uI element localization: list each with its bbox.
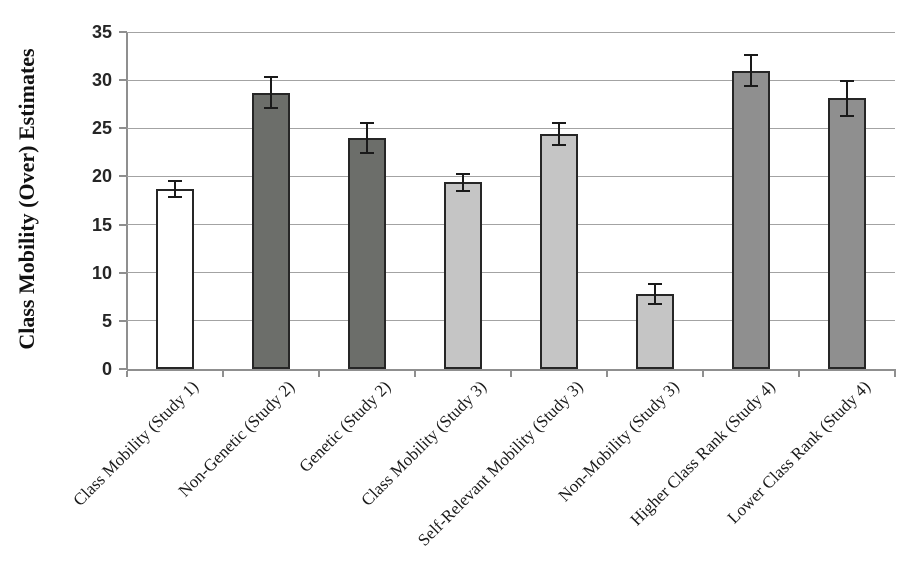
x-category-label: Genetic (Study 2) <box>295 377 395 476</box>
error-bar <box>846 81 848 116</box>
error-bar <box>558 123 560 145</box>
y-tick-label: 25 <box>91 118 112 139</box>
x-tick-mark <box>222 371 224 377</box>
error-bar-cap <box>360 121 374 124</box>
error-bar-cap <box>456 189 470 192</box>
error-bar-cap <box>552 122 566 125</box>
error-bar-cap <box>648 283 662 286</box>
x-tick-mark <box>894 371 896 377</box>
y-tick-mark <box>119 175 127 178</box>
x-tick-mark <box>798 371 800 377</box>
y-axis-title: Class Mobility (Over) Estimates <box>14 48 39 350</box>
gridline <box>127 127 895 129</box>
error-bar <box>654 284 656 304</box>
bar <box>156 188 194 369</box>
y-tick-label: 0 <box>101 359 112 379</box>
plot-area <box>127 31 895 369</box>
bar <box>636 293 674 369</box>
error-bar-cap <box>264 76 278 79</box>
x-axis-line <box>127 369 896 371</box>
y-tick-label: 10 <box>91 262 112 283</box>
y-tick-mark <box>119 79 127 82</box>
y-tick-label: 30 <box>91 70 112 91</box>
bar <box>732 70 770 369</box>
error-bar-cap <box>648 302 662 305</box>
y-tick-mark <box>119 319 127 322</box>
gridline <box>127 79 895 81</box>
y-tick-label: 5 <box>101 310 112 331</box>
gridline <box>127 31 895 33</box>
gridline <box>127 224 895 226</box>
error-bar <box>750 55 752 86</box>
gridline <box>127 272 895 274</box>
x-tick-mark <box>318 371 320 377</box>
bar <box>348 137 386 369</box>
gridline <box>127 320 895 322</box>
error-bar-cap <box>744 84 758 87</box>
error-bar-cap <box>264 107 278 110</box>
y-tick-label: 35 <box>91 22 112 42</box>
error-bar <box>462 173 464 191</box>
bar <box>828 98 866 369</box>
y-axis-line <box>126 32 128 370</box>
x-tick-mark <box>126 371 128 377</box>
y-tick-label: 20 <box>91 166 112 187</box>
x-tick-mark <box>414 371 416 377</box>
error-bar-cap <box>168 195 182 198</box>
x-tick-mark <box>510 371 512 377</box>
error-bar-cap <box>840 80 854 83</box>
error-bar <box>366 122 368 154</box>
y-tick-mark <box>119 368 127 370</box>
error-bar-cap <box>360 152 374 155</box>
x-tick-mark <box>702 371 704 377</box>
gridline <box>127 175 895 177</box>
error-bar-cap <box>840 114 854 117</box>
y-tick-label: 15 <box>91 214 112 235</box>
y-tick-mark <box>119 223 127 226</box>
bar <box>444 182 482 369</box>
y-tick-mark <box>119 271 127 274</box>
error-bar-cap <box>552 143 566 146</box>
error-bar <box>174 181 176 197</box>
x-tick-mark <box>606 371 608 377</box>
bar <box>540 134 578 369</box>
x-category-label: Self-Relevant Mobility (Study 3) <box>413 377 587 550</box>
error-bar-cap <box>456 172 470 175</box>
error-bar <box>270 77 272 109</box>
y-tick-mark <box>119 127 127 130</box>
y-tick-mark <box>119 31 127 33</box>
bar <box>252 92 290 369</box>
error-bar-cap <box>744 54 758 57</box>
error-bar-cap <box>168 180 182 183</box>
